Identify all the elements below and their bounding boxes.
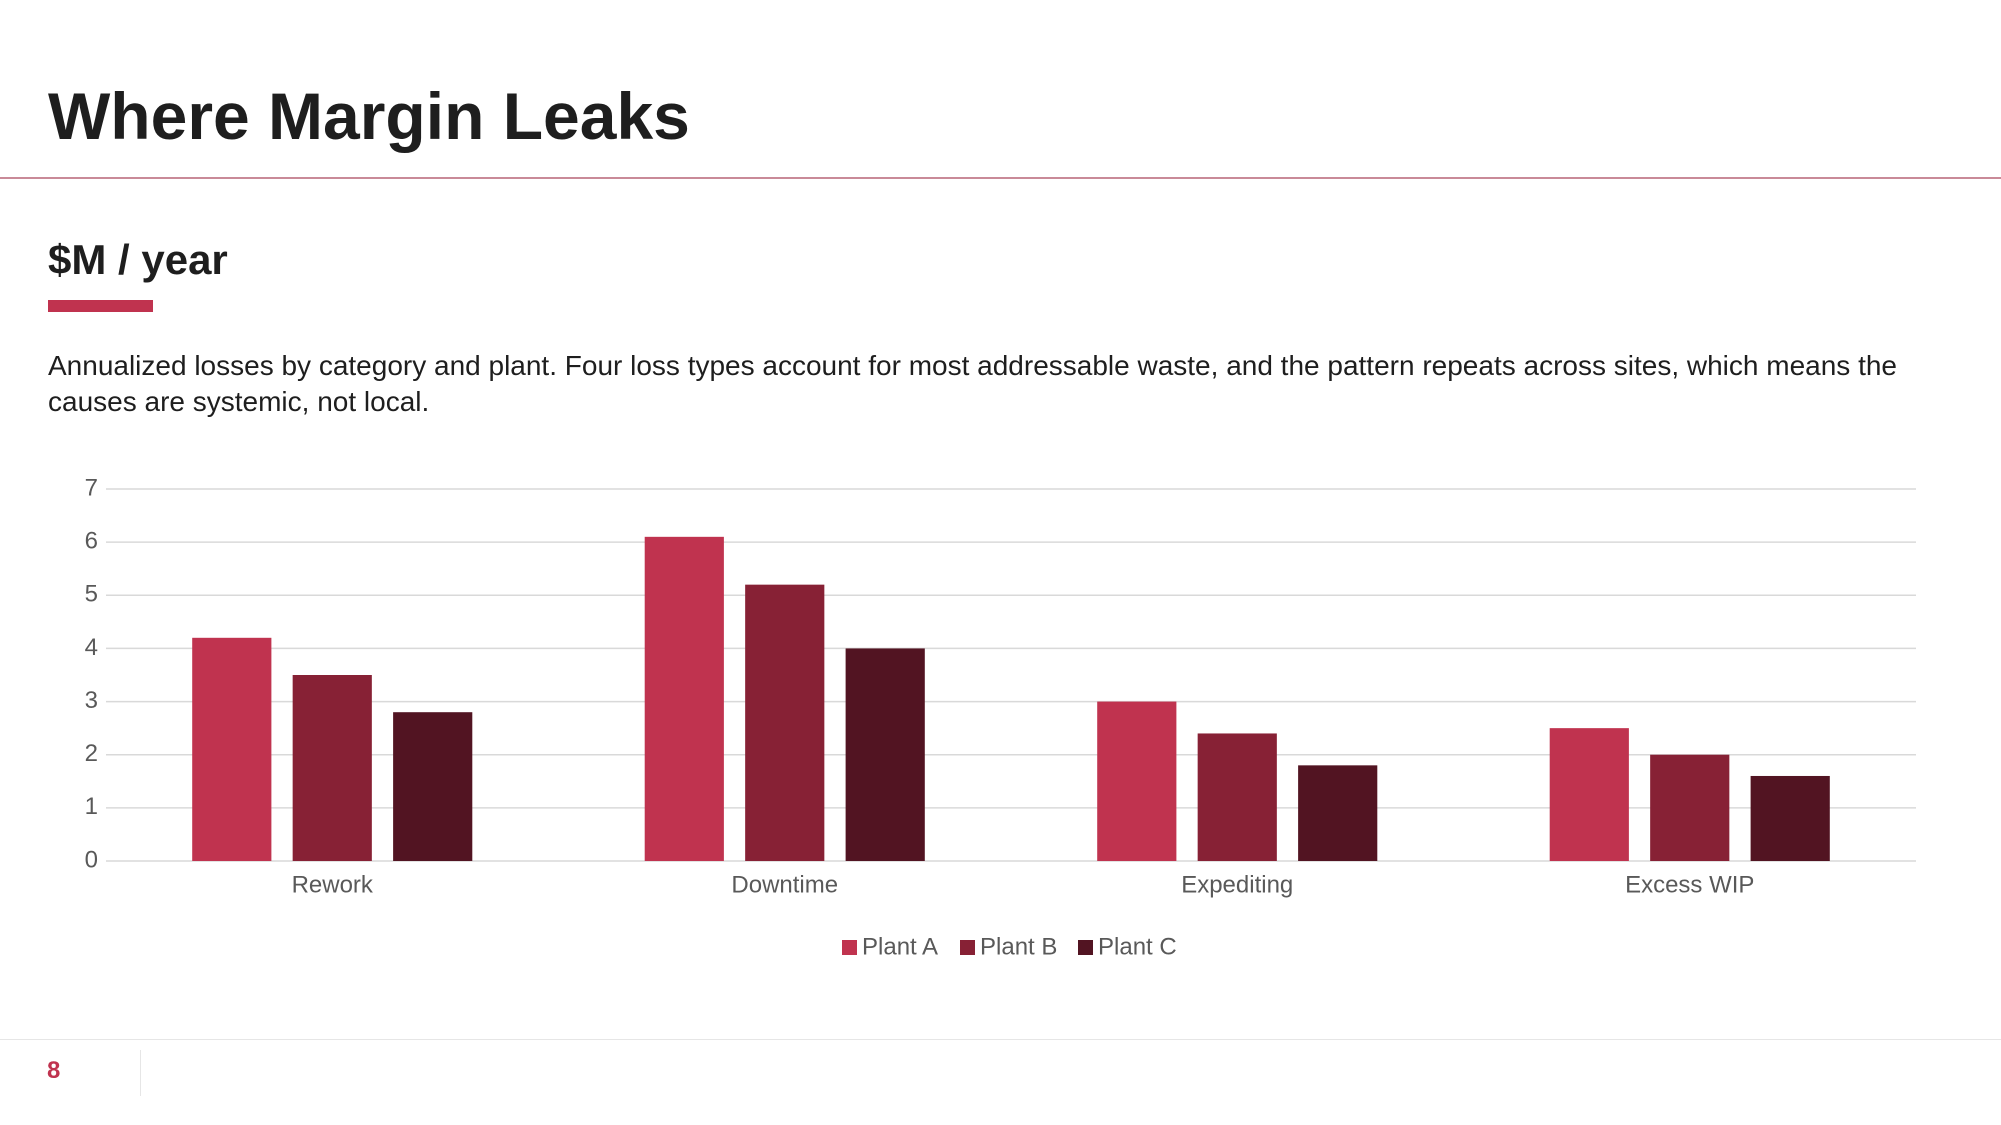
chart: 0 1 2 3 4 5 6 7 Rework Downtime Expediting Excess W… xyxy=(85,474,1916,960)
footer-divider xyxy=(140,1050,141,1096)
legend-label: Plant C xyxy=(1098,933,1177,960)
accent-bar xyxy=(48,300,153,312)
bar xyxy=(1549,728,1629,861)
bar xyxy=(644,536,724,861)
x-tick-label: Downtime xyxy=(731,871,838,898)
legend-label: Plant A xyxy=(862,933,938,960)
bar xyxy=(192,637,272,861)
bar xyxy=(745,584,825,861)
bar xyxy=(292,675,372,861)
bar xyxy=(845,648,925,861)
description: Annualized losses by category and plant.… xyxy=(48,350,1897,417)
bar xyxy=(1197,733,1277,861)
x-tick-label: Expediting xyxy=(1181,871,1293,898)
legend-swatch xyxy=(1078,940,1093,955)
y-tick-label: 0 xyxy=(85,846,98,873)
bar xyxy=(1650,754,1730,861)
x-tick-label: Rework xyxy=(292,871,374,898)
y-tick-label: 2 xyxy=(85,740,98,767)
bar xyxy=(393,712,473,861)
subtitle: $M / year xyxy=(48,236,228,283)
y-tick-label: 3 xyxy=(85,687,98,714)
y-tick-label: 4 xyxy=(85,634,98,661)
x-tick-label: Excess WIP xyxy=(1625,871,1754,898)
y-tick-label: 6 xyxy=(85,527,98,554)
bar xyxy=(1298,765,1378,861)
y-tick-label: 7 xyxy=(85,474,98,501)
legend-label: Plant B xyxy=(980,933,1057,960)
legend-swatch xyxy=(960,940,975,955)
y-tick-label: 1 xyxy=(85,793,98,820)
page-number: 8 xyxy=(47,1057,61,1084)
bar xyxy=(1750,775,1830,861)
footer-rule xyxy=(0,1039,2001,1040)
y-tick-label: 5 xyxy=(85,581,98,608)
legend-swatch xyxy=(842,940,857,955)
bar xyxy=(1097,701,1177,861)
header-rule xyxy=(0,177,2001,179)
slide-title: Where Margin Leaks xyxy=(48,79,690,153)
